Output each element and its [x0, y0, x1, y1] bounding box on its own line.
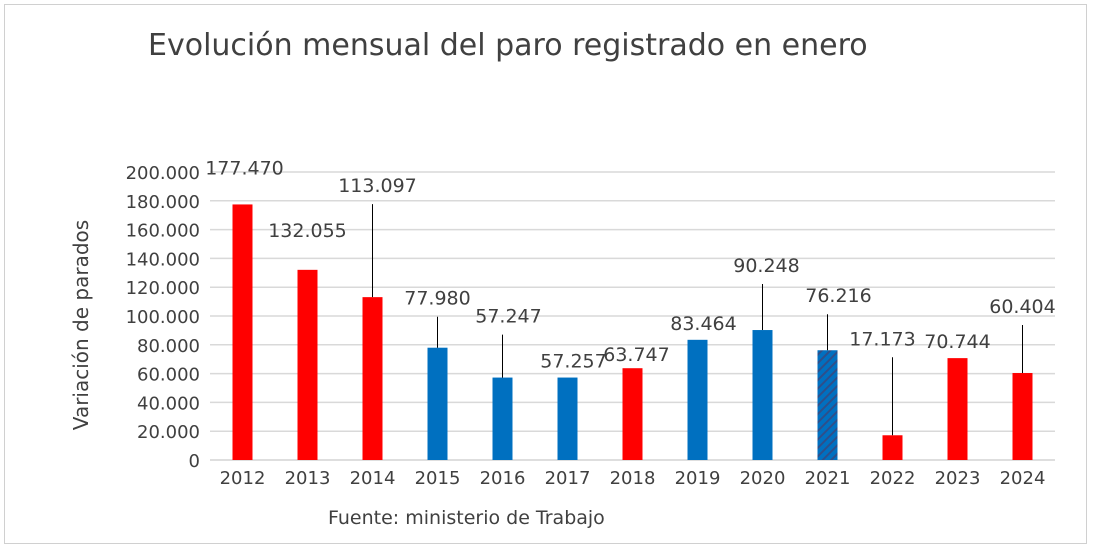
data-label: 70.744	[924, 331, 990, 353]
bar-2016	[492, 377, 513, 460]
y-tick-label: 80.000	[137, 336, 200, 357]
x-tick-label: 2015	[415, 468, 461, 489]
bar-2013	[297, 269, 318, 460]
y-tick-label: 140.000	[126, 249, 200, 270]
y-tick-label: 160.000	[126, 221, 200, 242]
x-tick-label: 2022	[870, 468, 916, 489]
bar-2024	[1012, 373, 1033, 460]
data-label: 113.097	[338, 175, 417, 197]
data-label: 60.404	[989, 296, 1055, 318]
bar-2023	[947, 358, 968, 460]
data-label: 132.055	[268, 220, 347, 242]
x-tick-label: 2021	[805, 468, 851, 489]
bar-2019	[687, 339, 708, 460]
x-tick-label: 2016	[480, 468, 526, 489]
bar-2021	[817, 350, 838, 460]
data-label: 76.216	[805, 285, 871, 307]
y-tick-label: 180.000	[126, 192, 200, 213]
y-tick-label: 120.000	[126, 278, 200, 299]
y-tick-label: 60.000	[137, 365, 200, 386]
data-label: 57.257	[540, 351, 606, 373]
bar-2017	[557, 377, 578, 460]
data-label: 57.247	[475, 306, 541, 328]
x-tick-label: 2012	[220, 468, 266, 489]
x-tick-label: 2014	[350, 468, 396, 489]
x-tick-label: 2020	[740, 468, 786, 489]
y-tick-label: 0	[189, 451, 200, 472]
bar-2018	[622, 368, 643, 460]
source-note: Fuente: ministerio de Trabajo	[328, 507, 605, 529]
data-label: 17.173	[849, 328, 915, 350]
x-tick-label: 2023	[935, 468, 981, 489]
x-tick-label: 2024	[1000, 468, 1046, 489]
bar-2012	[232, 204, 253, 460]
x-tick-label: 2019	[675, 468, 721, 489]
bar-2022	[882, 435, 903, 460]
chart-title: Evolución mensual del paro registrado en…	[148, 28, 868, 63]
bar-2014	[362, 297, 383, 460]
data-label: 90.248	[733, 255, 799, 277]
y-tick-label: 100.000	[126, 307, 200, 328]
chart-frame	[4, 4, 1087, 544]
y-tick-label: 40.000	[137, 393, 200, 414]
bar-2020	[752, 330, 773, 460]
x-tick-label: 2017	[545, 468, 591, 489]
x-tick-label: 2013	[285, 468, 331, 489]
data-label: 83.464	[670, 313, 736, 335]
bar-2015	[427, 347, 448, 460]
y-tick-label: 20.000	[137, 422, 200, 443]
data-label: 77.980	[404, 288, 470, 310]
y-tick-label: 200.000	[126, 163, 200, 184]
y-axis-label: Variación de parados	[69, 220, 93, 430]
data-label: 63.747	[603, 344, 669, 366]
x-tick-label: 2018	[610, 468, 656, 489]
data-label: 177.470	[205, 157, 284, 179]
